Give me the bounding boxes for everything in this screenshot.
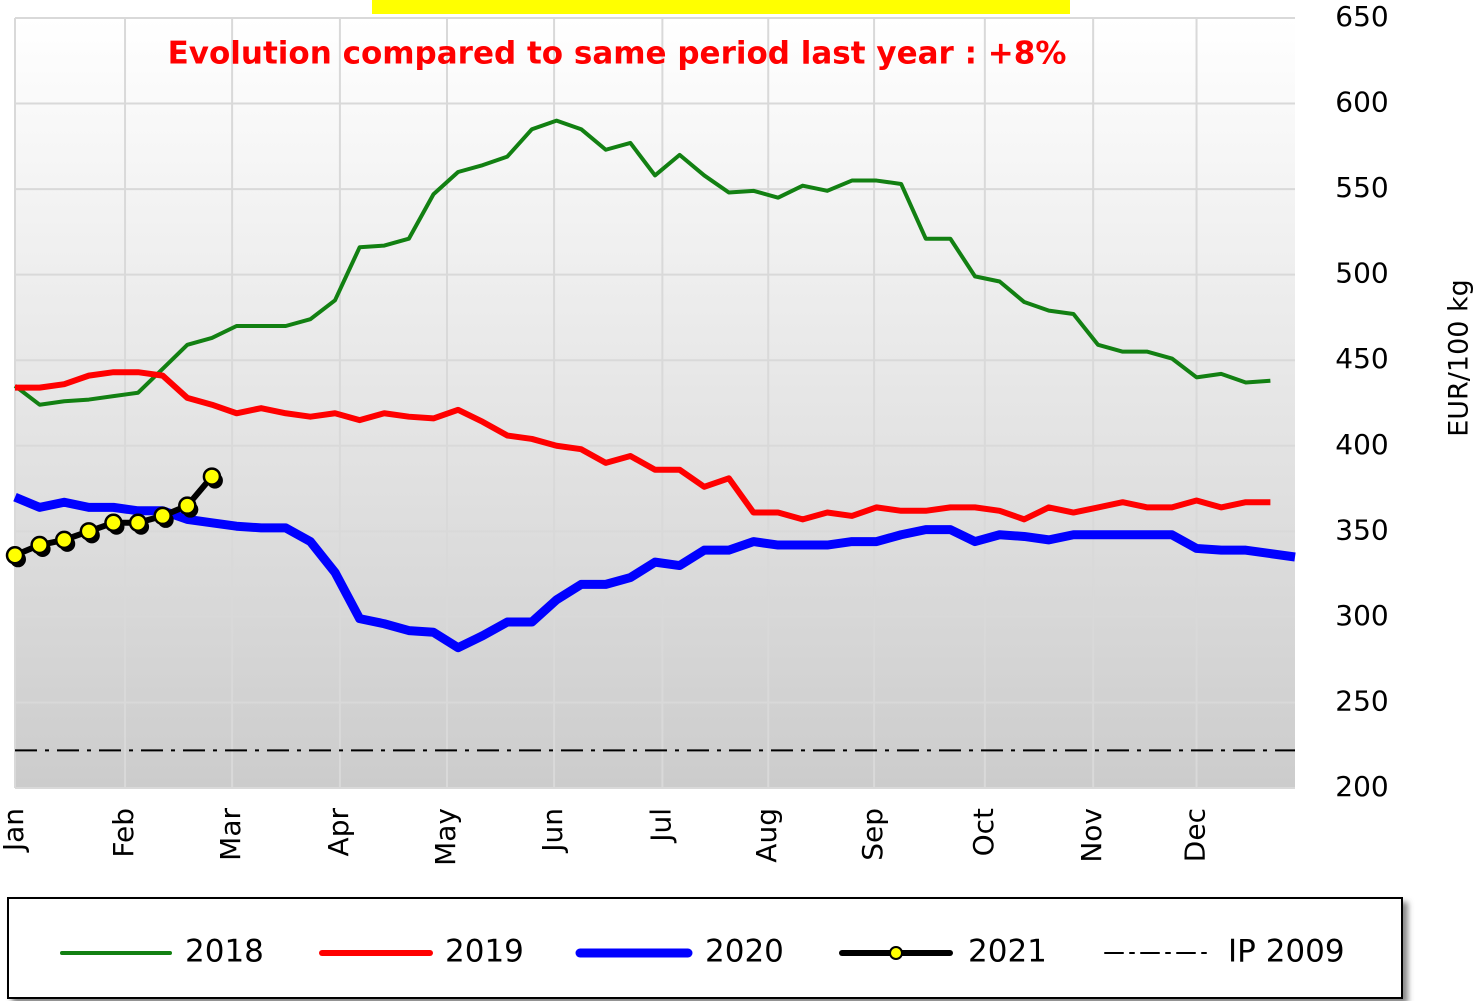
legend-label: 2021 [968,934,1047,970]
series-line [13,118,1271,407]
legend-label: IP 2009 [1228,934,1345,970]
y-tick-label: 400 [1335,428,1388,461]
marker [178,496,197,515]
legend-label: 2019 [445,934,524,970]
x-tick-label: Dec [1179,808,1212,862]
marker [104,513,123,533]
y-tick-label: 650 [1335,0,1388,33]
x-tick-label: Jan [0,808,30,853]
x-tick-label: Jun [536,808,569,854]
x-tick-label: Oct [967,808,1000,856]
x-tick-label: Nov [1075,808,1108,863]
y-axis-label: EUR/100 kg [1444,279,1475,437]
legend-label: 2018 [185,934,264,970]
title-box [372,0,1070,14]
y-tick-label: 250 [1335,684,1388,717]
x-tick-label: Jul [644,808,677,844]
legend-label: 2020 [705,934,784,970]
subtitle: Evolution compared to same period last y… [168,36,1067,72]
marker [54,530,74,550]
marker [79,522,99,541]
legend-marker [889,946,903,960]
series-line [15,369,1271,523]
y-tick-label: 200 [1335,770,1388,803]
plot-area [15,18,1295,788]
x-tick-label: Sep [856,808,889,861]
marker [153,506,172,526]
marker [202,467,222,486]
x-tick-label: Aug [750,808,783,863]
x-tick-label: Apr [322,808,355,857]
marker [5,546,25,565]
legend [7,897,1403,999]
y-tick-label: 450 [1335,342,1388,375]
y-tick-label: 600 [1335,86,1388,119]
y-tick-label: 300 [1335,599,1388,632]
x-tick-label: Feb [107,808,140,858]
marker [30,535,49,555]
x-tick-label: Mar [214,808,247,861]
y-tick-label: 500 [1335,257,1388,290]
y-tick-label: 350 [1335,513,1388,546]
marker [128,513,148,533]
series-line [13,492,1296,653]
x-tick-label: May [429,808,462,866]
y-tick-label: 550 [1335,171,1388,204]
